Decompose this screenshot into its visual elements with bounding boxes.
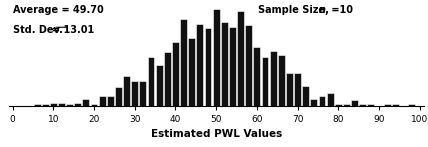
Text: n: n: [319, 5, 326, 15]
Text: = 13.01: = 13.01: [52, 25, 95, 35]
Bar: [278, 55, 285, 106]
Bar: [205, 28, 211, 106]
Bar: [33, 104, 41, 106]
Bar: [383, 104, 390, 106]
Bar: [99, 96, 106, 106]
Bar: [180, 19, 187, 106]
Bar: [245, 25, 252, 106]
Bar: [318, 96, 325, 106]
Bar: [74, 103, 81, 106]
Bar: [66, 104, 73, 106]
Bar: [286, 73, 293, 106]
Bar: [107, 96, 114, 106]
Bar: [91, 104, 98, 106]
Text: =10: =10: [328, 5, 353, 15]
Bar: [123, 76, 130, 106]
Bar: [131, 81, 138, 106]
Bar: [310, 99, 317, 106]
Bar: [392, 104, 399, 106]
Bar: [408, 104, 415, 106]
Bar: [58, 103, 65, 106]
Bar: [188, 38, 195, 106]
Text: Std. Dev.: Std. Dev.: [13, 25, 62, 35]
Bar: [83, 99, 89, 106]
Bar: [335, 104, 342, 106]
Bar: [164, 52, 171, 106]
Bar: [213, 9, 220, 106]
Bar: [148, 57, 155, 106]
Text: Sample Size,: Sample Size,: [258, 5, 332, 15]
Bar: [115, 87, 122, 106]
Bar: [221, 22, 228, 106]
Bar: [327, 93, 333, 106]
Bar: [140, 81, 146, 106]
Bar: [270, 51, 276, 106]
Bar: [237, 11, 244, 106]
Bar: [156, 65, 163, 106]
Bar: [262, 57, 268, 106]
Bar: [343, 104, 350, 106]
X-axis label: Estimated PWL Values: Estimated PWL Values: [151, 129, 282, 139]
Bar: [253, 47, 260, 106]
Bar: [50, 103, 57, 106]
Bar: [196, 24, 203, 106]
Bar: [302, 86, 309, 106]
Bar: [42, 104, 49, 106]
Bar: [359, 104, 366, 106]
Bar: [172, 42, 179, 106]
Bar: [367, 104, 374, 106]
Bar: [351, 100, 358, 106]
Text: Average = 49.70: Average = 49.70: [13, 5, 104, 15]
Bar: [294, 73, 301, 106]
Bar: [229, 27, 236, 106]
